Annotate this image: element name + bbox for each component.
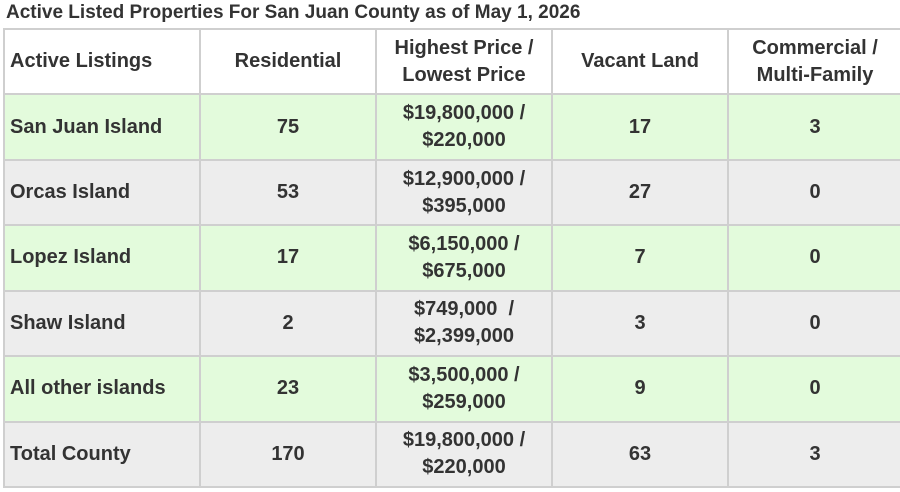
cell-vacant-land: 63: [553, 422, 727, 486]
cell-price: $19,800,000 / $220,000: [377, 95, 551, 159]
cell-price-low: $675,000: [422, 259, 506, 282]
header-price-line2: Lowest Price: [402, 63, 526, 86]
cell-area-name: All other islands: [5, 357, 199, 421]
cell-commercial: 0: [729, 226, 900, 290]
cell-residential: 17: [201, 226, 375, 290]
table-row: San Juan Island 75 $19,800,000 / $220,00…: [5, 95, 900, 159]
table-row: All other islands 23 $3,500,000 / $259,0…: [5, 357, 900, 421]
cell-vacant-land: 17: [553, 95, 727, 159]
cell-price: $6,150,000 / $675,000: [377, 226, 551, 290]
cell-price: $749,000 / $2,399,000: [377, 291, 551, 356]
cell-area-name: Shaw Island: [5, 291, 199, 356]
cell-area-name: Orcas Island: [5, 160, 199, 225]
cell-price-low: $220,000: [422, 129, 506, 152]
listings-table: Active Listings Residential Highest Pric…: [3, 28, 900, 488]
cell-commercial: 0: [729, 160, 900, 225]
cell-price-low: $2,399,000: [413, 325, 515, 348]
header-commercial-line2: Multi-Family: [756, 63, 874, 86]
cell-residential: 23: [201, 357, 375, 421]
cell-residential: 170: [201, 422, 375, 486]
cell-price-low: $395,000: [422, 194, 506, 217]
cell-price-high: $6,150,000 /: [408, 232, 520, 255]
cell-residential: 75: [201, 95, 375, 159]
cell-commercial: 0: [729, 291, 900, 356]
header-price-line1: Highest Price /: [394, 36, 534, 59]
header-commercial-line1: Commercial /: [752, 36, 878, 59]
header-price: Highest Price / Lowest Price: [377, 30, 551, 94]
table-row: Orcas Island 53 $12,900,000 / $395,000 2…: [5, 160, 900, 225]
table-row-total: Total County 170 $19,800,000 / $220,000 …: [5, 422, 900, 486]
cell-price-low: $220,000: [422, 456, 506, 479]
cell-price-high: $749,000 /: [413, 298, 515, 321]
cell-vacant-land: 3: [553, 291, 727, 356]
table-row: Shaw Island 2 $749,000 / $2,399,000 3 0: [5, 291, 900, 356]
table-row: Lopez Island 17 $6,150,000 / $675,000 7 …: [5, 226, 900, 290]
cell-vacant-land: 7: [553, 226, 727, 290]
cell-commercial: 3: [729, 95, 900, 159]
cell-price-high: $19,800,000 /: [402, 429, 526, 452]
header-commercial: Commercial / Multi-Family: [729, 30, 900, 94]
page-title: Active Listed Properties For San Juan Co…: [6, 2, 581, 23]
header-residential: Residential: [201, 30, 375, 94]
cell-vacant-land: 27: [553, 160, 727, 225]
header-active-listings: Active Listings: [5, 30, 199, 94]
cell-area-name: San Juan Island: [5, 95, 199, 159]
cell-price: $12,900,000 / $395,000: [377, 160, 551, 225]
cell-price-high: $19,800,000 /: [402, 102, 526, 125]
cell-residential: 53: [201, 160, 375, 225]
cell-commercial: 3: [729, 422, 900, 486]
cell-area-name: Lopez Island: [5, 226, 199, 290]
cell-residential: 2: [201, 291, 375, 356]
cell-price-high: $12,900,000 /: [402, 167, 526, 190]
cell-vacant-land: 9: [553, 357, 727, 421]
cell-price-low: $259,000: [422, 390, 506, 413]
cell-price: $19,800,000 / $220,000: [377, 422, 551, 486]
table-header-row: Active Listings Residential Highest Pric…: [5, 30, 900, 94]
header-vacant-land: Vacant Land: [553, 30, 727, 94]
cell-price: $3,500,000 / $259,000: [377, 357, 551, 421]
cell-area-name: Total County: [5, 422, 199, 486]
cell-commercial: 0: [729, 357, 900, 421]
cell-price-high: $3,500,000 /: [408, 363, 520, 386]
